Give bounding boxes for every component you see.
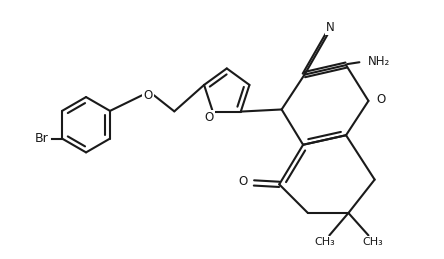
Text: CH₃: CH₃: [314, 237, 335, 247]
Text: O: O: [204, 111, 214, 124]
Text: N: N: [326, 21, 335, 34]
Text: O: O: [238, 175, 247, 188]
Text: CH₃: CH₃: [362, 237, 383, 247]
Text: O: O: [143, 89, 153, 102]
Text: Br: Br: [35, 132, 49, 145]
Text: O: O: [376, 93, 385, 106]
Text: NH₂: NH₂: [368, 55, 390, 68]
